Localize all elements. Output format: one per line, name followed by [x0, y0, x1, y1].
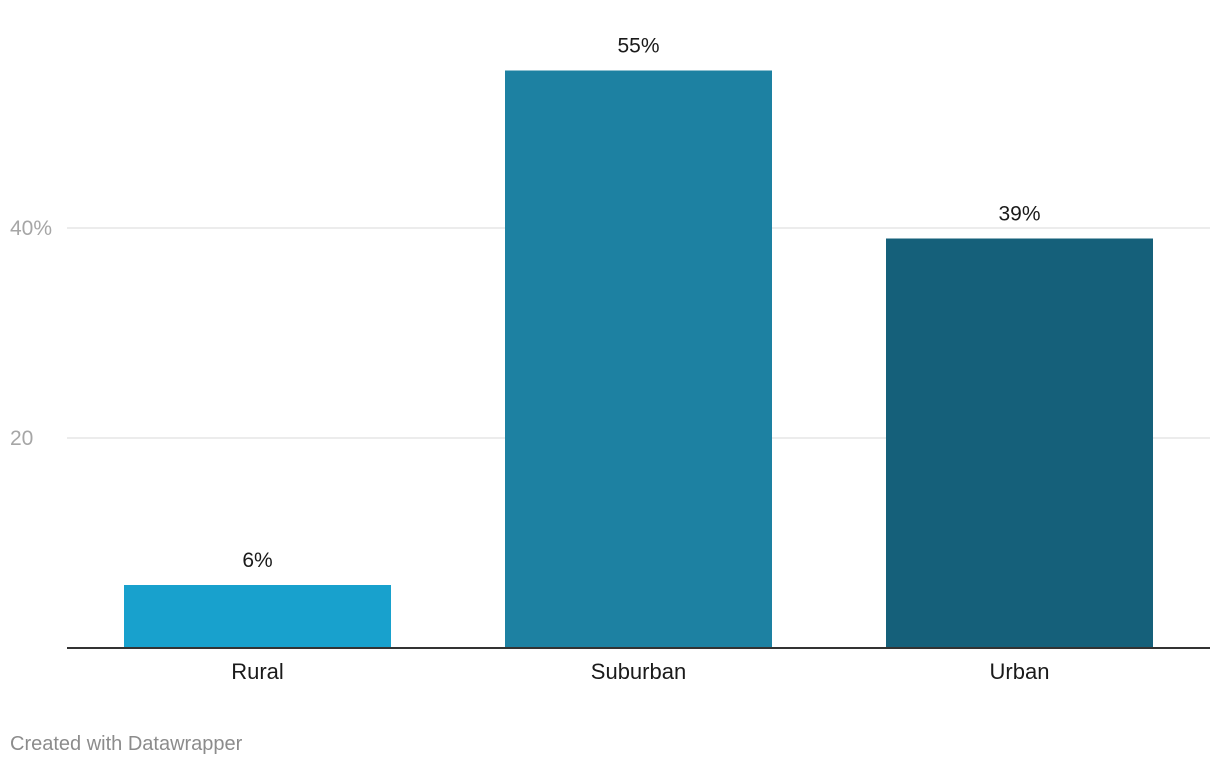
category-label: Urban	[990, 659, 1050, 684]
bar-suburban	[505, 70, 772, 648]
value-label: 39%	[998, 203, 1040, 226]
bars	[124, 70, 1153, 648]
y-tick-label: 20	[10, 427, 33, 450]
category-label: Suburban	[591, 659, 686, 684]
value-label: 55%	[617, 35, 659, 58]
datawrapper-credit: Created with Datawrapper	[10, 733, 243, 755]
bar-urban	[886, 238, 1153, 648]
category-label: Rural	[231, 659, 284, 684]
value-label: 6%	[242, 549, 272, 572]
value-labels: 6% 55% 39%	[242, 35, 1040, 573]
y-tick-label: 40%	[10, 217, 52, 240]
bar-rural	[124, 585, 391, 648]
x-axis-category-labels: Rural Suburban Urban	[231, 659, 1049, 684]
y-axis-tick-labels: 20 40%	[10, 217, 52, 450]
